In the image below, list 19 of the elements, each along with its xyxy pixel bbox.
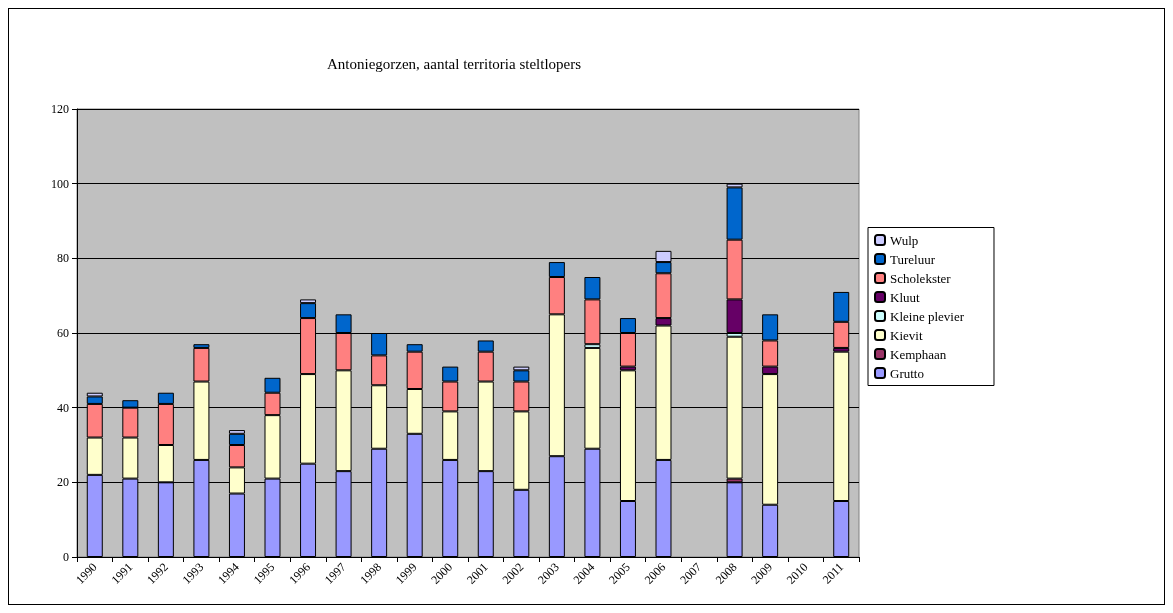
legend-label: Scholekster <box>890 270 952 286</box>
chart-title: Antoniegorzen, aantal territoria steltlopers <box>326 55 582 72</box>
x-tick-label: 2011 <box>819 560 847 587</box>
legend-label: Kievit <box>890 327 923 343</box>
legend-label: Kleine plevier <box>890 308 965 324</box>
y-tick-label: 60 <box>57 326 69 340</box>
y-tick-label: 20 <box>57 475 69 490</box>
y-tick-label: 120 <box>51 102 69 116</box>
x-tick-label: 2001 <box>463 560 491 587</box>
legend-label: Kemphaan <box>890 346 947 362</box>
legend-label: Grutto <box>890 365 924 381</box>
legend-label: Wulp <box>890 232 919 248</box>
legend-label: Tureluur <box>890 251 936 267</box>
y-tick-label: 0 <box>63 550 69 564</box>
y-tick-label: 100 <box>51 176 69 191</box>
x-tick-label: 1991 <box>108 560 136 587</box>
legend-label: Kluut <box>890 289 921 305</box>
y-tick-label: 80 <box>57 251 69 266</box>
y-tick-label: 40 <box>57 400 69 415</box>
